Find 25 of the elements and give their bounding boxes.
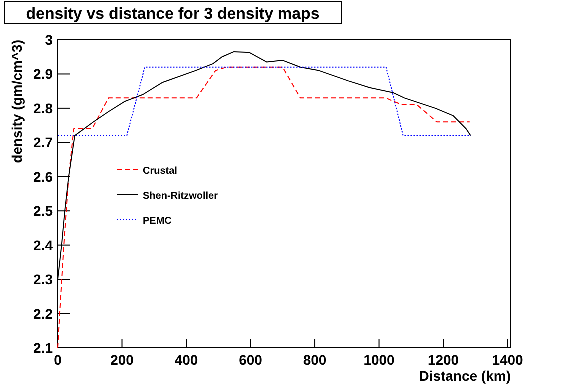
y-tick-label: 2.9 [34, 66, 54, 82]
x-tick-label: 800 [303, 352, 327, 368]
y-tick-label: 2.5 [34, 203, 54, 220]
chart-title: density vs distance for 3 density maps [26, 6, 320, 23]
y-tick-label: 2.1 [34, 340, 54, 356]
y-tick-label: 3 [45, 32, 54, 48]
x-tick-label: 1200 [428, 352, 460, 368]
legend-label: Crustal [143, 166, 178, 177]
x-tick-label: 600 [239, 352, 263, 368]
y-tick-label: 2.3 [34, 272, 54, 288]
x-tick-label: 1400 [492, 352, 524, 368]
x-axis-title: Distance (km) [419, 368, 511, 384]
x-tick-label: 0 [54, 352, 62, 368]
y-tick-label: 2.8 [34, 100, 54, 116]
y-tick-label: 2.2 [34, 306, 54, 322]
legend-label: Shen-Ritzwoller [143, 191, 218, 202]
y-tick-label: 2.6 [34, 168, 54, 185]
x-tick-label: 1000 [364, 352, 396, 368]
y-axis-title: density (gm/cm^3) [9, 40, 25, 164]
line-series [58, 66, 470, 348]
y-tick-label: 2.4 [34, 237, 54, 254]
x-tick-label: 200 [110, 352, 134, 368]
x-tick-label: 400 [174, 352, 198, 368]
y-tick-label: 2.7 [34, 134, 54, 151]
legend-label: PEMC [143, 216, 172, 227]
